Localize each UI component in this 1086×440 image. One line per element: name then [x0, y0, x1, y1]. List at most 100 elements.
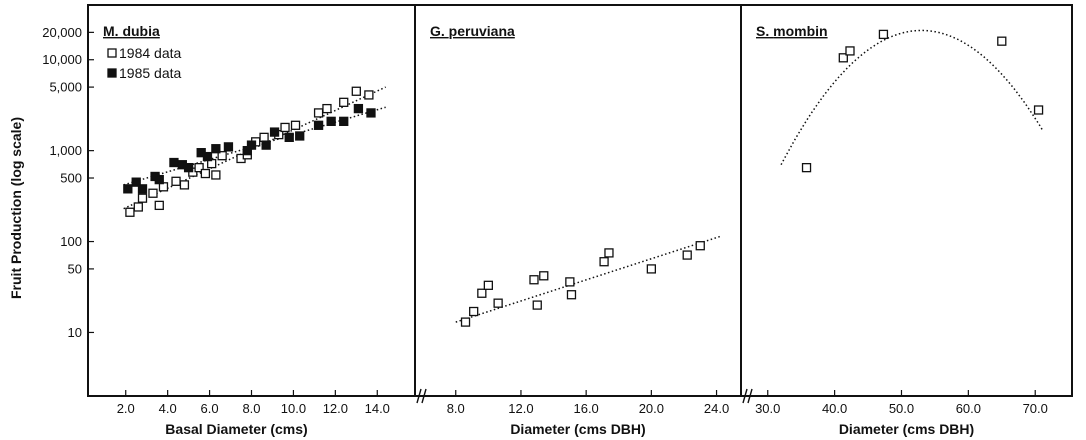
data-point-1985: [211, 144, 221, 154]
data-point: [133, 202, 143, 212]
data-point-1985: [326, 116, 336, 126]
trend-curve: [780, 29, 1044, 166]
data-point: [529, 275, 539, 285]
data-point: [313, 108, 324, 118]
panel-title-species: mombin: [773, 23, 827, 39]
y-tick-label: 1,000: [49, 143, 82, 158]
data-point: [997, 36, 1007, 46]
data-point: [211, 170, 221, 180]
data-point: [290, 120, 301, 130]
data-point-1985: [183, 162, 194, 173]
panel-frame: [87, 4, 416, 397]
data-point: [493, 298, 503, 308]
x-tick-label: 20.0: [639, 401, 664, 416]
panel-frame: [740, 4, 1073, 397]
x-tick-label: 60.0: [956, 401, 981, 416]
y-tick-label: 20,000: [42, 25, 82, 40]
x-tick-label: 50.0: [889, 401, 914, 416]
panel-title: M. dubia: [103, 23, 160, 39]
data-point-1985: [313, 120, 324, 130]
panel-frame: [414, 4, 742, 397]
data-point-1985: [123, 184, 133, 194]
data-point: [200, 168, 211, 179]
x-tick-label: 2.0: [117, 401, 135, 416]
data-point: [171, 176, 181, 186]
data-point-1985: [246, 140, 257, 150]
data-point-1985: [261, 140, 271, 150]
x-axis-label: Basal Diameter (cms): [165, 421, 307, 437]
x-tick-label: 30.0: [755, 401, 780, 416]
data-point: [469, 306, 479, 317]
legend-label: 1984 data: [119, 45, 181, 61]
data-point: [1033, 105, 1044, 115]
panel-2: 8.0 12.0 16.0 20.0 24.0 Diameter (cms DBH) G. …: [414, 4, 742, 437]
x-tick-label: 4.0: [159, 401, 177, 416]
panel-1: 2.0 4.0 6.0 8.0 10.0 12.0 14.0 Basal Diameter (…: [87, 4, 416, 437]
data-point: [646, 264, 656, 274]
y-axis-label: Fruit Production (log scale): [8, 117, 24, 299]
x-tick-label: 40.0: [822, 401, 847, 416]
x-tick-label: 10.0: [281, 401, 306, 416]
y-tick-labels: 20,000 10,000 5,000 1,000 500 100 50 10: [42, 25, 94, 340]
data-point-1985: [223, 142, 234, 152]
data-point: [682, 250, 692, 260]
data-point: [539, 271, 549, 281]
data-point: [695, 241, 705, 251]
data-point-1985: [154, 174, 164, 185]
legend-marker: [107, 68, 117, 78]
data-point: [477, 288, 487, 298]
data-point: [154, 200, 164, 211]
data-point: [351, 86, 361, 96]
data-point: [179, 180, 190, 190]
panel-title-species: dubia: [122, 23, 160, 39]
y-tick-label: 10: [68, 325, 82, 340]
data-point: [532, 300, 542, 310]
axis-break-mark: [416, 388, 427, 404]
data-point-1985: [131, 177, 141, 187]
axis-break-mark: [742, 388, 753, 404]
panel-title-genus: G.: [430, 23, 449, 39]
data-point: [483, 280, 494, 290]
y-tick-label: 5,000: [49, 80, 82, 95]
data-point-1985: [366, 108, 376, 118]
data-point-1985: [284, 132, 294, 143]
y-tick-label: 100: [60, 234, 82, 249]
data-point-1985: [353, 103, 364, 114]
panel-title: G. peruviana: [430, 23, 515, 39]
x-tick-label: 14.0: [365, 401, 390, 416]
panel-3: 30.0 40.0 50.0 60.0 70.0 Diameter (cms DBH) S.…: [740, 4, 1073, 437]
data-point: [259, 132, 269, 143]
data-point: [845, 46, 855, 56]
data-point: [137, 193, 148, 203]
data-point: [322, 103, 332, 114]
data-point: [838, 53, 848, 63]
data-point: [217, 151, 227, 161]
x-axis-label: Diameter (cms DBH): [510, 421, 645, 437]
data-point: [364, 90, 374, 100]
trend-line: [455, 235, 722, 323]
x-tick-label: 24.0: [704, 401, 729, 416]
y-tick-label: 10,000: [42, 52, 82, 67]
data-point-1985: [137, 184, 148, 194]
x-axis-label: Diameter (cms DBH): [839, 421, 974, 437]
data-point: [599, 257, 609, 267]
legend-label: 1985 data: [119, 65, 181, 81]
y-tick-label: 50: [68, 261, 82, 276]
x-tick-label: 6.0: [201, 401, 219, 416]
x-tick-label: 12.0: [508, 401, 533, 416]
data-point-1985: [202, 151, 213, 162]
data-point-1985: [169, 157, 179, 168]
x-tick-label: 16.0: [573, 401, 598, 416]
panels: 2.0 4.0 6.0 8.0 10.0 12.0 14.0 Basal Diameter (…: [87, 4, 1073, 437]
x-tick-label: 8.0: [242, 401, 260, 416]
data-point: [878, 29, 889, 40]
data-point: [566, 290, 577, 300]
legend-marker: [107, 48, 117, 58]
data-point: [148, 188, 158, 198]
x-tick-label: 70.0: [1023, 401, 1048, 416]
panel-title: S. mombin: [756, 23, 828, 39]
data-point: [194, 162, 204, 173]
y-tick-label: 500: [60, 171, 82, 186]
data-point: [565, 277, 575, 287]
